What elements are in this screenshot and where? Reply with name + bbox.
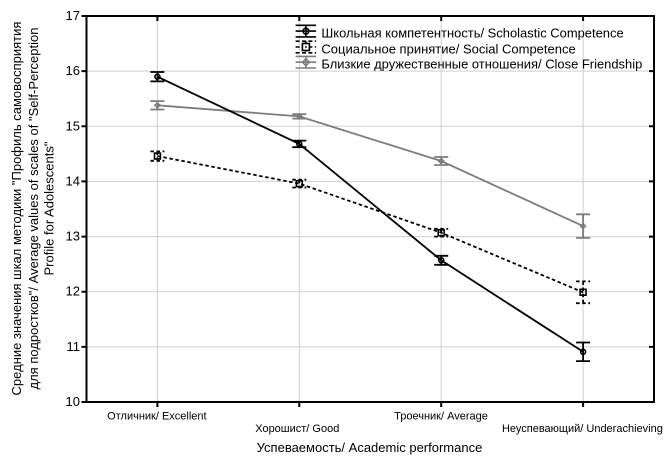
svg-text:Успеваемость/ Academic perform: Успеваемость/ Academic performance bbox=[257, 440, 483, 455]
svg-text:12: 12 bbox=[66, 284, 80, 299]
svg-text:Школьная компетентность/ Schol: Школьная компетентность/ Scholastic Comp… bbox=[321, 25, 623, 40]
svg-text:17: 17 bbox=[66, 8, 80, 23]
svg-text:16: 16 bbox=[66, 63, 80, 78]
svg-text:Profile for Adolescents": Profile for Adolescents" bbox=[42, 141, 57, 275]
svg-text:13: 13 bbox=[66, 229, 80, 244]
svg-text:Неуспевающий/ Underachieving: Неуспевающий/ Underachieving bbox=[502, 423, 663, 435]
svg-text:11: 11 bbox=[67, 339, 81, 354]
svg-text:Хорошист/ Good: Хорошист/ Good bbox=[255, 423, 339, 435]
svg-text:Отличник/ Excellent: Отличник/ Excellent bbox=[107, 411, 206, 423]
svg-text:Социальное принятие/ Social Co: Социальное принятие/ Social Competence bbox=[321, 41, 575, 56]
svg-text:Средние значения шкал методики: Средние значения шкал методики "Профиль … bbox=[9, 22, 24, 396]
svg-text:14: 14 bbox=[66, 173, 80, 188]
svg-text:для подростков"/ Average value: для подростков"/ Average values of scale… bbox=[26, 28, 41, 390]
svg-text:10: 10 bbox=[66, 394, 80, 409]
svg-text:Троечник/ Average: Троечник/ Average bbox=[394, 411, 488, 423]
svg-text:15: 15 bbox=[66, 118, 80, 133]
svg-text:Близкие дружественные отношени: Близкие дружественные отношения/ Close F… bbox=[321, 57, 642, 72]
